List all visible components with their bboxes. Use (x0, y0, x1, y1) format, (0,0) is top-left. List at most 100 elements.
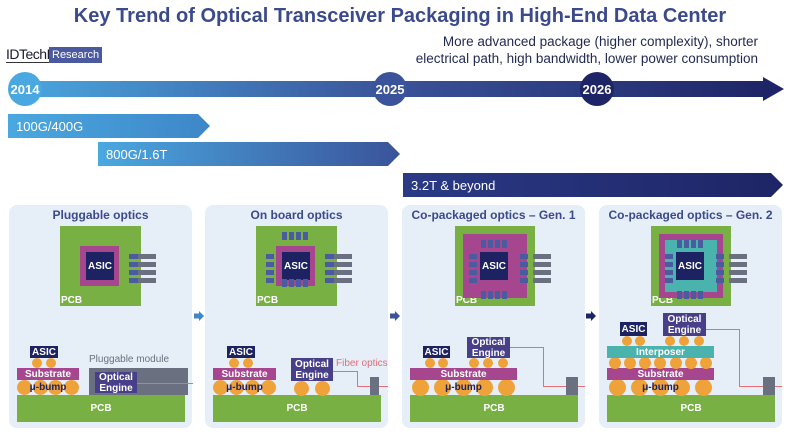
optical-connector (138, 262, 156, 267)
solder-bumps (467, 358, 510, 368)
fiber-connector (370, 377, 379, 395)
panel-on-board-optics: On board optics PCB ASIC PCB μ-bump Subs… (205, 205, 388, 428)
solder-bump (433, 379, 451, 396)
asic-pad (303, 279, 308, 287)
panel-title: On board optics (250, 208, 343, 222)
solder-bump (476, 379, 494, 396)
top-view-asic: ASIC (86, 252, 114, 280)
panel-co-packaged-optics-gen1: Co-packaged optics – Gen. 1 PCB ASIC PCB… (402, 205, 585, 428)
substrate: Substrate (17, 368, 79, 380)
optical-connector (533, 270, 551, 275)
asic-pad (502, 291, 507, 299)
solder-bump (665, 336, 676, 346)
connector-pad (520, 278, 528, 283)
solder-bump (438, 358, 449, 368)
pcb-label: PCB (61, 295, 83, 306)
fiber-line (510, 347, 543, 348)
fiber-line (357, 371, 358, 386)
solder-bump (229, 380, 245, 395)
connector-pad (716, 278, 724, 283)
asic-pad (296, 232, 301, 240)
solder-bump (454, 379, 472, 396)
solder-bump (229, 358, 239, 368)
panel-pluggable-optics: Pluggable optics PCB ASIC PCB μ-bump Sub… (9, 205, 193, 428)
optical-connector (334, 262, 352, 267)
optical-engine: Optical Engine (467, 337, 510, 359)
pcb-label: PCB (652, 295, 674, 306)
connector-pad (325, 270, 334, 275)
optical-engine: Optical Engine (663, 313, 706, 336)
solder-bumps (227, 358, 255, 368)
asic-pad (469, 254, 477, 259)
asic: ASIC (620, 322, 647, 336)
asic-pad (698, 291, 703, 299)
panel-title: Co-packaged optics – Gen. 2 (608, 208, 773, 222)
fiber-line (706, 329, 739, 330)
year-2014: 2014 (8, 72, 42, 106)
asic-pad (665, 254, 673, 259)
panel-title: Pluggable optics (52, 208, 149, 222)
solder-bumps (291, 380, 333, 396)
ubump-label: μ-bump (445, 382, 482, 393)
substrate: Substrate (410, 368, 517, 380)
solder-bump (639, 357, 652, 369)
optical-connector (729, 270, 747, 275)
solder-bump (497, 379, 515, 396)
optical-connector (533, 278, 551, 283)
bandwidth-3-2t-beyond: 3.2T & beyond (403, 173, 783, 197)
optical-engine: Optical Engine (291, 358, 333, 381)
fiber-line (333, 371, 357, 372)
fiber-connector (566, 377, 578, 395)
solder-bump (260, 380, 276, 395)
solder-bump (469, 358, 480, 368)
solder-bump (630, 379, 648, 396)
asic-pad (469, 270, 477, 275)
solder-bump (623, 357, 636, 369)
fiber-optics-label: Fiber optics (336, 358, 388, 369)
asic-pad (684, 240, 689, 248)
next-arrow-icon (194, 311, 204, 321)
next-arrow-icon (390, 311, 400, 321)
trend-note-line1: More advanced package (higher complexity… (442, 34, 758, 49)
solder-bump (635, 336, 646, 346)
logo-brand: IDTechEx (6, 46, 62, 63)
solder-bump (424, 358, 435, 368)
substrate: Substrate (213, 368, 276, 380)
cross-section-pcb: PCB (607, 395, 775, 422)
solder-bumps (663, 336, 706, 346)
asic-pad (665, 270, 673, 275)
solder-bump (32, 380, 48, 395)
optical-connector (334, 270, 352, 275)
asic-pad (677, 291, 682, 299)
asic-pad (266, 254, 274, 259)
connector-pad (129, 254, 138, 259)
fiber-line (739, 386, 782, 387)
asic-pad (691, 291, 696, 299)
asic-pad (665, 262, 673, 267)
solder-bumps (30, 358, 58, 368)
asic-pad (698, 240, 703, 248)
connector-pad (716, 270, 724, 275)
solder-bump (654, 357, 667, 369)
asic: ASIC (227, 346, 255, 358)
top-view-asic: ASIC (480, 252, 508, 280)
solder-bumps (620, 336, 647, 346)
solder-bump (483, 358, 494, 368)
solder-bumps (213, 380, 276, 395)
asic-pad (289, 279, 294, 287)
connector-pad (325, 262, 334, 267)
solder-bump (46, 358, 56, 368)
connector-pad (716, 262, 724, 267)
solder-bump (294, 380, 309, 396)
panel-co-packaged-optics-gen2: Co-packaged optics – Gen. 2 PCB ASIC PCB… (599, 205, 782, 428)
optical-connector (334, 278, 352, 283)
solder-bump (621, 336, 632, 346)
optical-connector (533, 262, 551, 267)
optical-connector (729, 254, 747, 259)
solder-bump (700, 357, 713, 369)
bandwidth-100g-400g: 100G/400G (8, 114, 210, 138)
connector-pad (520, 254, 528, 259)
solder-bumps (410, 379, 517, 396)
optical-engine: Optical Engine (95, 372, 137, 394)
solder-bump (685, 357, 698, 369)
